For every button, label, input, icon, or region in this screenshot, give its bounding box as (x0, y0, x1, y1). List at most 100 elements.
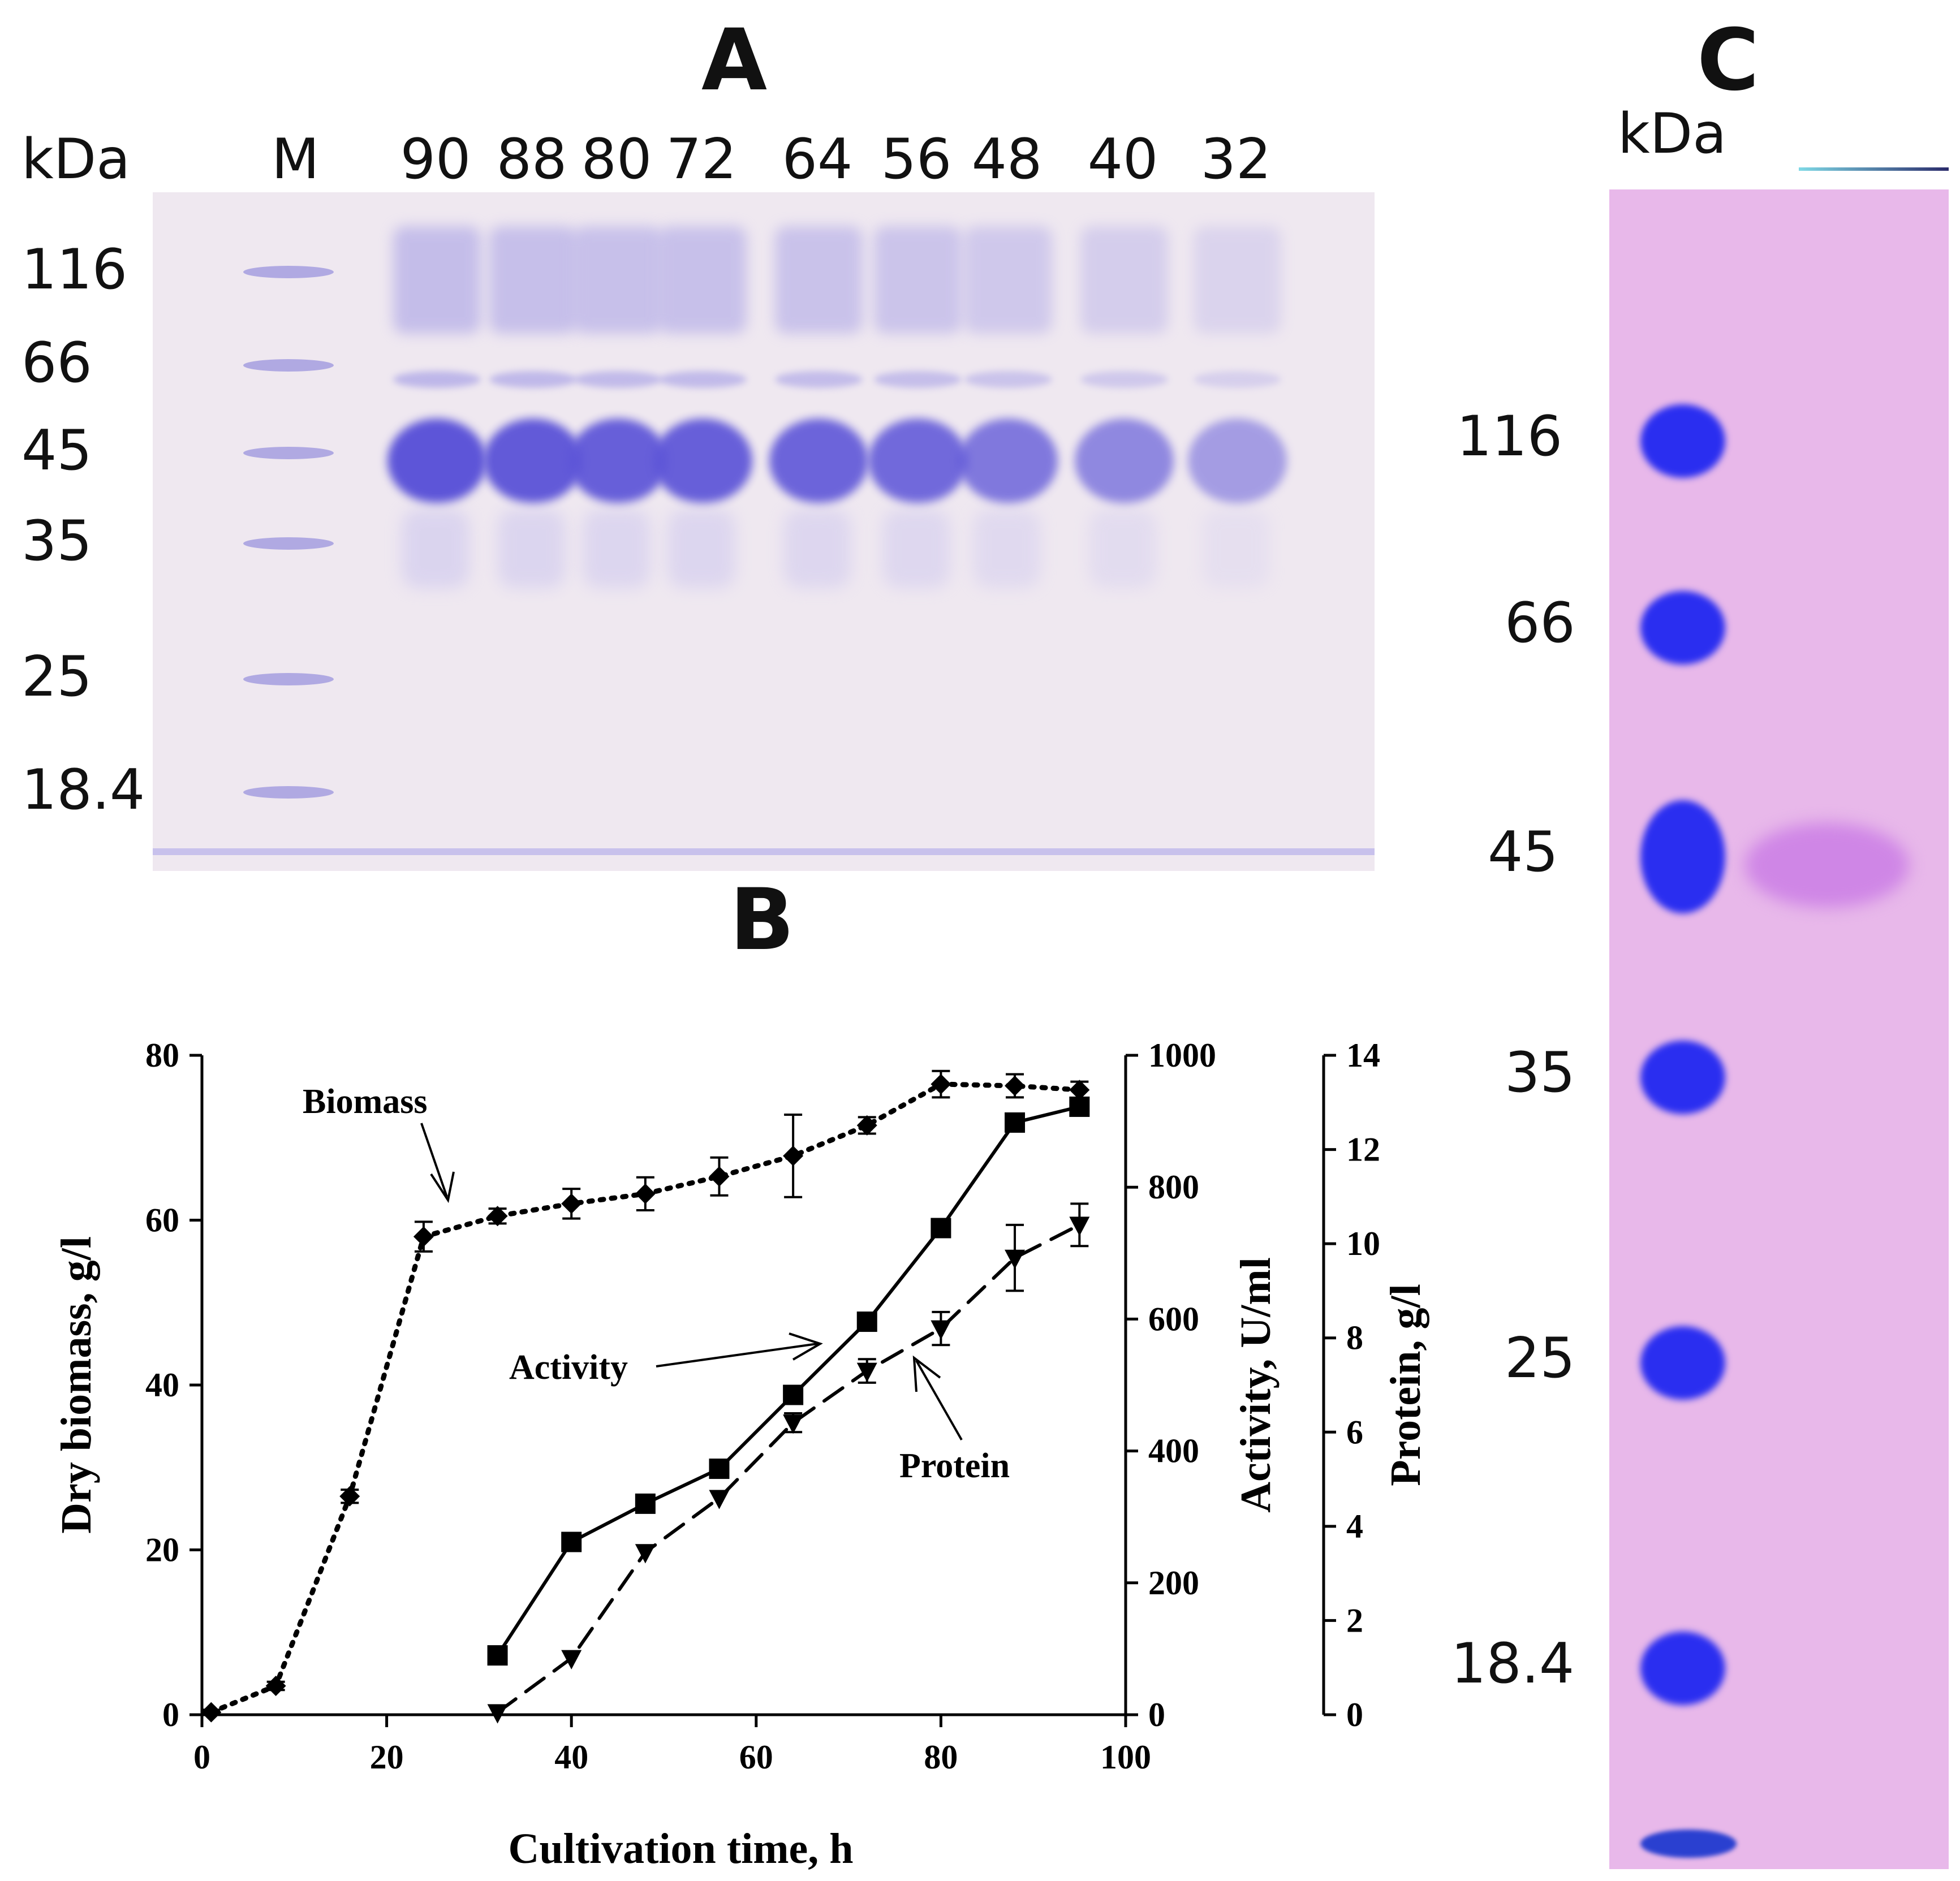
gel-a-marker-band (243, 447, 334, 459)
gel-a-band-high (874, 226, 962, 334)
gel-a-marker-band (243, 537, 334, 550)
point-protein (783, 1414, 804, 1434)
point-activity (783, 1384, 804, 1405)
lane-label-90: 90 (400, 127, 471, 192)
gel-a-band-high (964, 226, 1052, 334)
lane-label-64: 64 (782, 127, 853, 192)
annotation-arrow-biomass (420, 1123, 448, 1197)
point-activity (1069, 1096, 1090, 1117)
right2-tick-label: 4 (1346, 1508, 1363, 1545)
gel-a-band-low-smear (498, 509, 566, 588)
gel-a-band-60kda (659, 371, 747, 388)
gel-a-band-high (775, 226, 863, 334)
gel-a-band-60kda (874, 371, 962, 388)
gel-a-band-45kda (1188, 419, 1287, 503)
point-protein (709, 1490, 730, 1509)
annotation-arrowhead-biomass (430, 1171, 455, 1203)
gel-a-band-high (659, 226, 747, 334)
gel-c (1609, 189, 1949, 1869)
right1-tick-label: 200 (1148, 1564, 1199, 1602)
gel-c-marker-band (1640, 1041, 1725, 1114)
right2-tick-label: 6 (1346, 1413, 1363, 1451)
gel-a-marker-size-18.4: 18.4 (21, 758, 145, 822)
right2-tick-label: 2 (1346, 1602, 1363, 1639)
gel-a-band-low-smear (973, 509, 1041, 588)
gel-a-band-high (1080, 226, 1168, 334)
point-biomass (1005, 1075, 1026, 1096)
left-axis-title: Dry biomass, g/l (53, 1236, 100, 1534)
right1-tick-label: 600 (1148, 1300, 1199, 1338)
point-biomass (201, 1702, 222, 1723)
annotation-biomass: Biomass (303, 1082, 427, 1121)
gel-a-band-45kda (868, 419, 967, 503)
point-biomass (561, 1193, 582, 1214)
x-axis-title: Cultivation time, h (508, 1825, 853, 1873)
lane-label-56: 56 (881, 127, 952, 192)
right2-tick-label: 0 (1346, 1696, 1363, 1733)
point-protein (561, 1650, 582, 1669)
gel-c-top-line (1799, 167, 1949, 171)
gel-a-marker-size-35: 35 (21, 509, 92, 573)
gel-a-band-low-smear (1089, 509, 1157, 588)
right2-tick-label: 10 (1346, 1225, 1380, 1262)
point-protein (635, 1544, 656, 1564)
point-protein (1005, 1249, 1026, 1269)
left-tick-label: 0 (162, 1696, 179, 1733)
lane-label-48: 48 (971, 127, 1043, 192)
lane-label-40: 40 (1087, 127, 1158, 192)
lane-label-32: 32 (1200, 127, 1272, 192)
gel-a-band-45kda (1075, 419, 1174, 503)
gel-a-marker-size-66: 66 (21, 331, 92, 395)
gel-a-band-low-smear (783, 509, 851, 588)
annotation-arrow-protein (915, 1360, 963, 1440)
gel-c-marker-size-45: 45 (1488, 820, 1558, 885)
right1-tick-label: 0 (1148, 1696, 1165, 1733)
x-tick-label: 0 (193, 1738, 210, 1776)
gel-a-band-60kda (775, 371, 863, 388)
gel-c-dye-front (1640, 1830, 1737, 1858)
gel-a-band-45kda (387, 419, 486, 503)
right1-tick-label: 400 (1148, 1433, 1199, 1470)
gel-c-marker-size-66: 66 (1505, 591, 1575, 655)
gel-c-marker-band (1640, 404, 1725, 478)
gel-c-marker-size-18.4: 18.4 (1451, 1632, 1575, 1696)
annotation-activity: Activity (509, 1348, 628, 1387)
gel-a-dye-front (153, 848, 1375, 855)
left-tick-label: 40 (145, 1366, 179, 1404)
point-biomass (265, 1675, 286, 1696)
gel-a-band-high (1194, 226, 1281, 334)
gel-c-kda-label: kDa (1618, 102, 1727, 166)
right1-axis-title: Activity, U/ml (1232, 1257, 1280, 1513)
gel-c-marker-size-35: 35 (1505, 1041, 1575, 1105)
gel-a-band-60kda (1080, 371, 1168, 388)
point-biomass (709, 1166, 730, 1187)
gel-a-band-low-smear (402, 509, 469, 588)
right2-axis-title: Protein, g/l (1382, 1284, 1429, 1486)
gel-c-marker-band (1640, 591, 1725, 665)
panel-c-label: C (1697, 11, 1760, 110)
x-tick-label: 80 (924, 1738, 958, 1776)
point-activity (1005, 1112, 1026, 1133)
right1-tick-label: 1000 (1148, 1037, 1216, 1074)
gel-a-marker-band (243, 673, 334, 685)
annotation-protein: Protein (899, 1447, 1010, 1485)
point-protein (931, 1320, 951, 1340)
point-activity (856, 1311, 877, 1332)
point-biomass (339, 1486, 360, 1507)
gel-a-band-45kda (959, 419, 1058, 503)
point-biomass (487, 1206, 508, 1227)
gel-a-band-60kda (964, 371, 1052, 388)
gel-a-band-low-smear (882, 509, 950, 588)
point-biomass (856, 1115, 877, 1136)
gel-a-band-45kda (484, 419, 583, 503)
gel-c-marker-size-116: 116 (1457, 404, 1563, 469)
gel-a-marker-size-25: 25 (21, 645, 92, 709)
gel-a-band-60kda (1194, 371, 1281, 388)
point-activity (561, 1531, 582, 1552)
point-protein (1069, 1216, 1090, 1236)
left-tick-label: 80 (145, 1037, 179, 1074)
right1-tick-label: 800 (1148, 1168, 1199, 1206)
annotation-arrowhead-protein (912, 1355, 941, 1392)
right2-tick-label: 14 (1346, 1037, 1380, 1074)
